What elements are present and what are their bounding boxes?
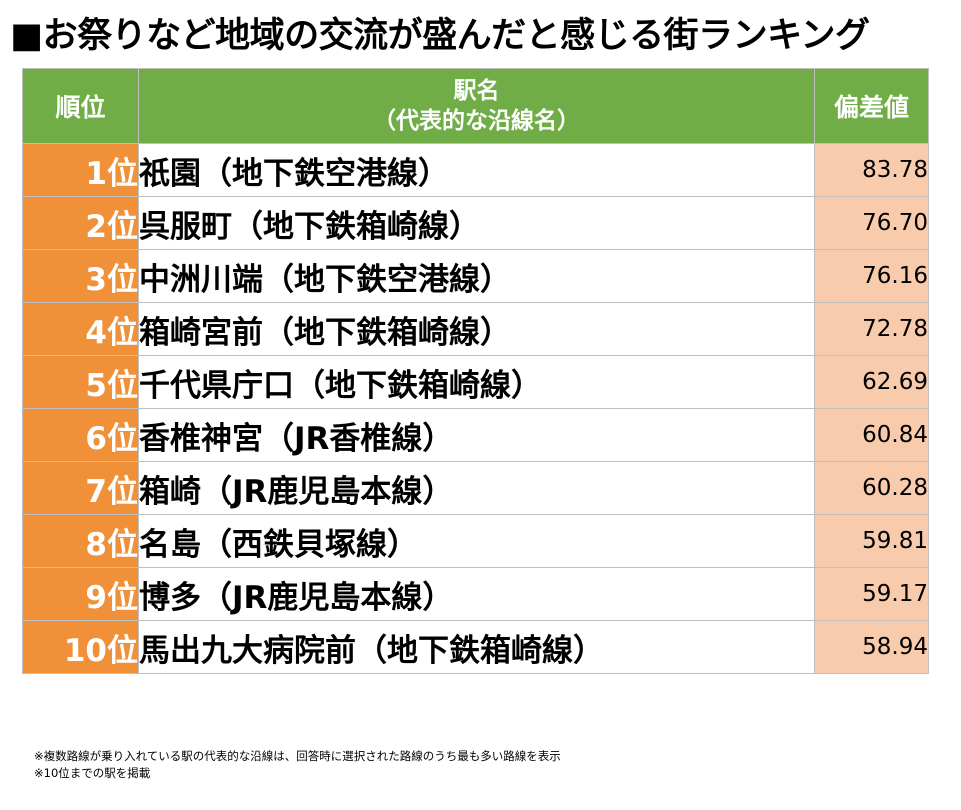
- score-cell: 76.16: [814, 249, 929, 303]
- station-cell: 千代県庁口（地下鉄箱崎線）: [138, 355, 815, 409]
- station-header-line2: （代表的な沿線名）: [373, 108, 580, 134]
- score-header: 偏差値: [814, 68, 929, 144]
- station-cell: 呉服町（地下鉄箱崎線）: [138, 196, 815, 250]
- rank-cell: 8位: [22, 514, 139, 568]
- rank-cell: 3位: [22, 249, 139, 303]
- footnote: ※10位までの駅を掲載: [34, 766, 151, 780]
- header-row: 順位 駅名 （代表的な沿線名） 偏差値: [22, 68, 929, 144]
- rank-cell: 2位: [22, 196, 139, 250]
- score-cell: 72.78: [814, 302, 929, 356]
- rank-cell: 9位: [22, 567, 139, 621]
- score-cell: 62.69: [814, 355, 929, 409]
- footnotes: ※複数路線が乗り入れている駅の代表的な沿線は、回答時に選択された路線のうち最も多…: [34, 748, 561, 782]
- rank-cell: 1位: [22, 143, 139, 197]
- station-cell: 箱崎（JR鹿児島本線）: [138, 461, 815, 515]
- rank-cell: 4位: [22, 302, 139, 356]
- score-cell: 60.84: [814, 408, 929, 462]
- table-row: 1位 祇園（地下鉄空港線） 83.78: [22, 143, 929, 197]
- score-cell: 83.78: [814, 143, 929, 197]
- score-cell: 59.81: [814, 514, 929, 568]
- station-header-line1: 駅名: [453, 78, 500, 104]
- table-row: 4位 箱崎宮前（地下鉄箱崎線） 72.78: [22, 302, 929, 356]
- table-row: 10位 馬出九大病院前（地下鉄箱崎線） 58.94: [22, 620, 929, 674]
- station-cell: 箱崎宮前（地下鉄箱崎線）: [138, 302, 815, 356]
- rank-cell: 5位: [22, 355, 139, 409]
- score-cell: 58.94: [814, 620, 929, 674]
- rank-header: 順位: [22, 68, 139, 144]
- table-row: 7位 箱崎（JR鹿児島本線） 60.28: [22, 461, 929, 515]
- table-row: 9位 博多（JR鹿児島本線） 59.17: [22, 567, 929, 621]
- score-cell: 59.17: [814, 567, 929, 621]
- station-cell: 香椎神宮（JR香椎線）: [138, 408, 815, 462]
- table-row: 6位 香椎神宮（JR香椎線） 60.84: [22, 408, 929, 462]
- station-header: 駅名 （代表的な沿線名）: [138, 68, 815, 144]
- rank-cell: 10位: [22, 620, 139, 674]
- station-cell: 名島（西鉄貝塚線）: [138, 514, 815, 568]
- rank-cell: 7位: [22, 461, 139, 515]
- score-cell: 60.28: [814, 461, 929, 515]
- station-cell: 中洲川端（地下鉄空港線）: [138, 249, 815, 303]
- station-cell: 祇園（地下鉄空港線）: [138, 143, 815, 197]
- table-row: 2位 呉服町（地下鉄箱崎線） 76.70: [22, 196, 929, 250]
- score-cell: 76.70: [814, 196, 929, 250]
- footnote: ※複数路線が乗り入れている駅の代表的な沿線は、回答時に選択された路線のうち最も多…: [34, 749, 561, 763]
- table-row: 5位 千代県庁口（地下鉄箱崎線） 62.69: [22, 355, 929, 409]
- station-cell: 馬出九大病院前（地下鉄箱崎線）: [138, 620, 815, 674]
- table-row: 8位 名島（西鉄貝塚線） 59.81: [22, 514, 929, 568]
- table-row: 3位 中洲川端（地下鉄空港線） 76.16: [22, 249, 929, 303]
- rank-cell: 6位: [22, 408, 139, 462]
- page-title: ■お祭りなど地域の交流が盛んだと感じる街ランキング: [10, 16, 870, 56]
- ranking-table: 順位 駅名 （代表的な沿線名） 偏差値 1位 祇園（地下鉄空港線） 83.78 …: [22, 68, 929, 674]
- station-cell: 博多（JR鹿児島本線）: [138, 567, 815, 621]
